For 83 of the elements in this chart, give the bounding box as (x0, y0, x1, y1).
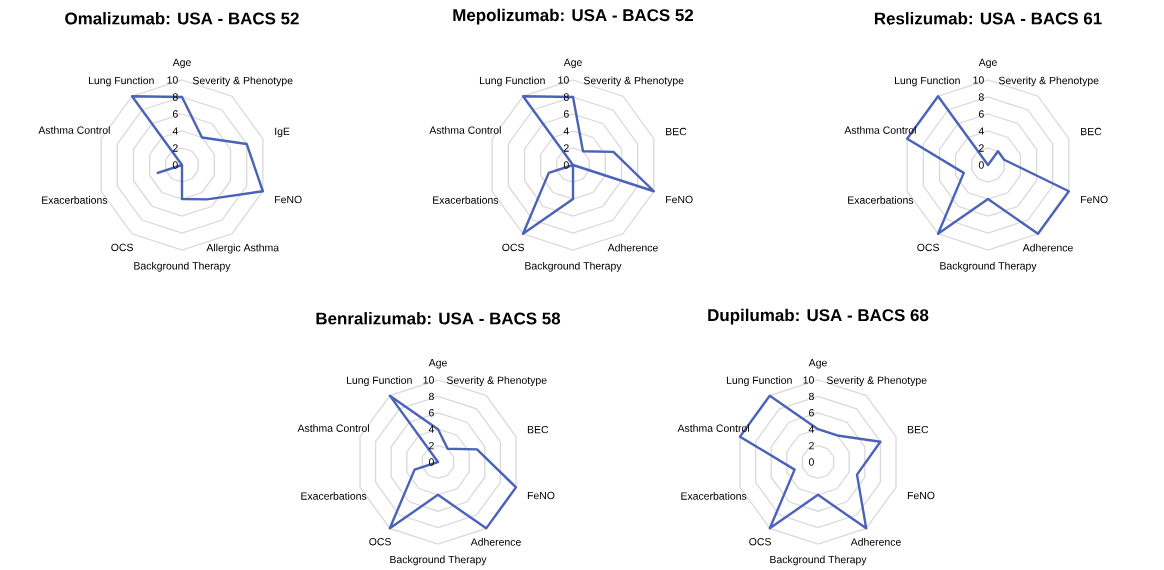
y-tick-label: 0 (172, 161, 178, 169)
spoke-label: Severity & Phenotype (192, 76, 293, 87)
y-tick-label: 10 (423, 376, 434, 384)
spoke-label: Adherence (607, 243, 658, 252)
y-tick-label: 0 (563, 161, 569, 169)
spoke-label: Background Therapy (770, 555, 867, 566)
y-tick-label: 2 (429, 441, 434, 450)
y-tick-label: 10 (803, 376, 814, 384)
spoke-label: Asthma Control (297, 424, 369, 432)
spoke-label: Lung Function (479, 76, 545, 87)
spoke-label: Age (172, 58, 191, 69)
y-tick-label: 2 (563, 144, 569, 152)
spoke-label: Background Therapy (525, 261, 622, 272)
spoke-label: Adherence (850, 538, 901, 546)
y-tick-label: 2 (809, 441, 814, 450)
spoke-label: Severity & Phenotype (998, 76, 1099, 87)
spoke-label: Exacerbations (848, 196, 914, 204)
spoke-label: Lung Function (346, 376, 412, 386)
y-tick-label: 2 (978, 144, 984, 152)
spoke-label: BEC (666, 127, 687, 136)
spoke-label: Exacerbations (42, 196, 108, 204)
y-tick-label: 4 (978, 127, 984, 135)
spoke-label: Age (428, 359, 447, 369)
y-tick-label: 10 (167, 76, 178, 84)
spoke-label: Exacerbations (681, 492, 747, 500)
spoke-label: FeNO (666, 195, 693, 204)
chart-title: Dupilumab: USA - BACS 68 (708, 308, 929, 325)
y-tick-label: 4 (808, 425, 815, 433)
y-tick-label: 6 (172, 110, 178, 118)
spoke-label: Age (563, 58, 582, 69)
spoke-label: Severity & Phenotype (826, 376, 927, 386)
y-tick-label: 0 (808, 458, 814, 466)
y-tick-label: 6 (429, 409, 434, 417)
y-tick-label: 4 (172, 127, 178, 135)
chart-title: Reslizumab: USA - BACS 61 (874, 12, 1102, 25)
spoke-label: Adherence (1022, 243, 1073, 252)
spoke-label: Asthma Control (38, 126, 110, 134)
y-tick-label: 4 (563, 127, 569, 135)
y-tick-label: 4 (428, 425, 435, 433)
spoke-label: OCS (917, 243, 939, 252)
spoke-label: FeNO (275, 195, 302, 204)
spoke-label: Background Therapy (940, 261, 1037, 272)
spoke-label: Exacerbations (301, 492, 367, 500)
spoke-label: Severity & Phenotype (446, 376, 547, 386)
y-tick-label: 8 (172, 93, 178, 101)
y-tick-label: 8 (428, 392, 434, 401)
spoke-label: OCS (502, 243, 524, 252)
chart-title: Benralizumab: USA - BACS 58 (316, 312, 561, 325)
spoke-label: OCS (749, 538, 771, 546)
spoke-label: Adherence (470, 538, 521, 546)
spoke-label: Asthma Control (429, 126, 501, 134)
y-tick-label: 6 (978, 110, 984, 118)
spoke-label: FeNO (907, 491, 935, 500)
spoke-label: Severity & Phenotype (583, 76, 684, 87)
spoke-label: FeNO (1081, 195, 1108, 204)
spoke-label: OCS (369, 538, 391, 546)
spoke-label: IgE (275, 127, 290, 138)
chart-title: Mepolizumab: USA - BACS 52 (453, 8, 694, 25)
y-tick-label: 8 (808, 392, 814, 401)
spoke-label: Allergic Asthma (206, 243, 280, 254)
spoke-label: BEC (907, 425, 929, 434)
spoke-label: OCS (111, 243, 133, 252)
y-tick-label: 0 (978, 161, 984, 169)
spoke-label: BEC (527, 425, 549, 434)
spoke-label: Age (978, 58, 997, 69)
spoke-label: Age (808, 359, 827, 369)
spoke-label: Lung Function (726, 376, 792, 386)
spoke-label: Background Therapy (134, 261, 231, 272)
spoke-label: Lung Function (894, 76, 960, 87)
spoke-label: Lung Function (88, 76, 154, 87)
y-tick-label: 10 (558, 76, 569, 84)
spoke-label: Exacerbations (433, 196, 499, 204)
y-tick-label: 8 (563, 93, 569, 101)
spoke-label: BEC (1081, 127, 1102, 136)
spoke-label: FeNO (527, 491, 555, 500)
chart-title: Omalizumab: USA - BACS 52 (65, 12, 299, 25)
y-tick-label: 6 (563, 110, 569, 118)
y-tick-label: 6 (809, 409, 814, 417)
spoke-label: Background Therapy (390, 555, 487, 566)
y-tick-label: 0 (428, 458, 434, 466)
y-tick-label: 10 (973, 76, 984, 84)
y-tick-label: 2 (172, 144, 178, 152)
y-tick-label: 8 (978, 93, 984, 101)
